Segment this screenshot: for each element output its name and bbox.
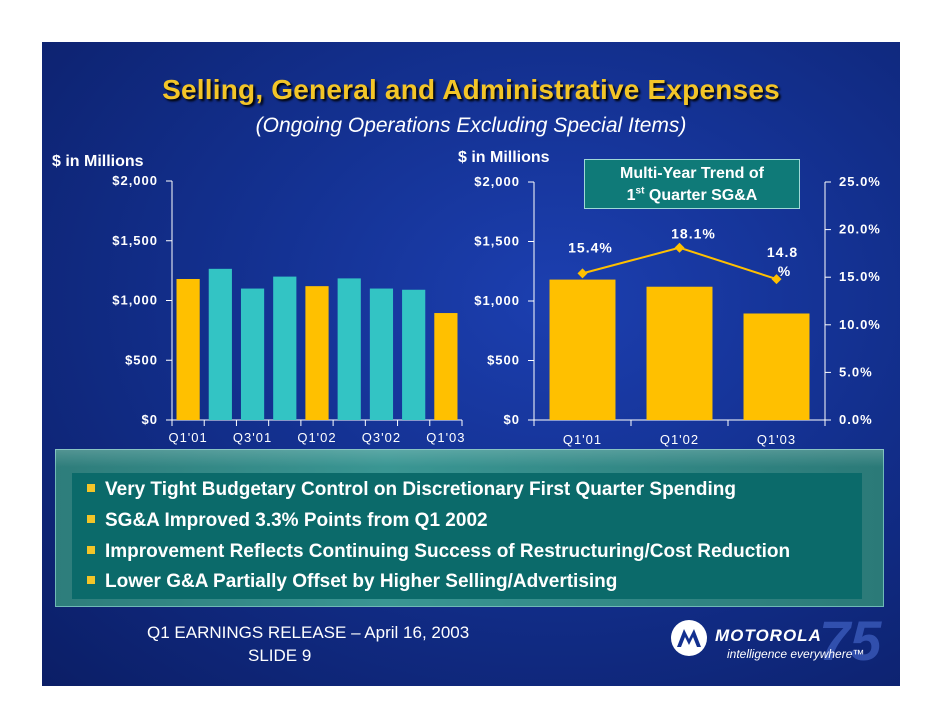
- chart2-data-label: 18.1%: [671, 226, 716, 242]
- chart1-units-label: $ in Millions: [52, 153, 144, 170]
- chart2-x-tick-label: Q1'03: [757, 432, 796, 447]
- motorola-batwing-icon: [671, 620, 707, 656]
- chart1-bar-Q1'01: [176, 278, 200, 420]
- motorola-logo: 75 MOTOROLA intelligence everywhere™: [667, 609, 887, 674]
- trend-title-box: Multi-Year Trend of 1st Quarter SG&A: [584, 159, 800, 209]
- chart1-x-tick-label: Q1'03: [426, 430, 465, 445]
- logo-wordmark: MOTOROLA: [715, 626, 822, 645]
- chart2-left-tick-label: $500: [487, 353, 520, 368]
- chart1-bar-Q2'01: [208, 268, 232, 420]
- chart2-right-tick-label: 15.0%: [839, 269, 881, 284]
- chart1-bar-Q2'02: [337, 278, 361, 420]
- chart1-bar-Q1'03: [434, 313, 458, 420]
- chart2-left-tick-label: $0: [504, 412, 520, 427]
- chart2-data-label-suffix: %: [778, 263, 791, 279]
- chart2-data-label: 14.8: [767, 244, 798, 260]
- chart2-units-label: $ in Millions: [458, 149, 550, 166]
- chart2-bar-Q1'03: [743, 313, 810, 420]
- chart2-left-tick-label: $1,500: [474, 234, 520, 249]
- bullet-item: Improvement Reflects Continuing Success …: [87, 541, 790, 563]
- chart2-right-tick-label: 5.0%: [839, 364, 873, 379]
- bullet-panel: Very Tight Budgetary Control on Discreti…: [55, 449, 884, 607]
- slide-title: Selling, General and Administrative Expe…: [162, 74, 780, 105]
- logo-tagline: intelligence everywhere™: [727, 647, 865, 661]
- chart2-line-point: [674, 242, 685, 253]
- chart2-left-tick-label: $2,000: [474, 174, 520, 189]
- chart1-bar-Q3'02: [369, 288, 394, 420]
- chart1-bar-Q3'01: [240, 288, 265, 420]
- q1-trend-bar-line-chart: $ in Millions $0 $500 $1,000 $1,500 $2,000 0…: [458, 149, 881, 447]
- bullet-item: SG&A Improved 3.3% Points from Q1 2002: [87, 510, 488, 532]
- chart1-y-tick-label: $1,000: [112, 293, 158, 308]
- chart2-left-tick-label: $1,000: [474, 293, 520, 308]
- chart1-bar-Q1'02: [305, 286, 329, 420]
- chart2-right-tick-label: 10.0%: [839, 317, 881, 332]
- chart1-bar-Q4'02: [402, 289, 426, 420]
- bullet-list: Very Tight Budgetary Control on Discreti…: [72, 473, 862, 599]
- chart2-right-tick-label: 25.0%: [839, 174, 881, 189]
- chart1-y-tick-label: $0: [142, 412, 158, 427]
- slide: Selling, General and Administrative Expe…: [42, 42, 900, 686]
- chart1-x-tick-label: Q3'02: [362, 430, 401, 445]
- chart1-y-tick-label: $1,500: [112, 233, 158, 248]
- chart2-bar-Q1'02: [646, 286, 713, 420]
- charts-area: $ in Millions $0 $500 $1,000 $1,500 $2,000 Q…: [52, 149, 881, 447]
- anniversary-75-mark: 75: [819, 609, 882, 672]
- chart1-x-tick-label: Q3'01: [233, 430, 272, 445]
- chart1-bar-Q4'01: [273, 276, 297, 420]
- footer-release-line: Q1 EARNINGS RELEASE – April 16, 2003: [147, 623, 470, 642]
- chart1-x-tick-label: Q1'02: [297, 430, 336, 445]
- chart1-y-tick-label: $2,000: [112, 173, 158, 188]
- chart2-bar-Q1'01: [549, 279, 616, 420]
- chart1-y-tick-label: $500: [125, 352, 158, 367]
- chart2-x-tick-label: Q1'02: [660, 432, 699, 447]
- bullet-item: Lower G&A Partially Offset by Higher Sel…: [87, 571, 617, 593]
- chart2-data-label: 15.4%: [568, 239, 613, 255]
- footer-slide-number: SLIDE 9: [248, 646, 312, 665]
- chart2-right-tick-label: 20.0%: [839, 222, 881, 237]
- trend-title-line2: 1st Quarter SG&A: [626, 185, 758, 204]
- chart2-line-point: [577, 268, 588, 279]
- chart2-x-tick-label: Q1'01: [563, 432, 602, 447]
- bullet-item: Very Tight Budgetary Control on Discreti…: [87, 479, 736, 501]
- chart2-right-tick-label: 0.0%: [839, 412, 873, 427]
- chart1-x-tick-label: Q1'01: [168, 430, 207, 445]
- quarterly-sga-bar-chart: $ in Millions $0 $500 $1,000 $1,500 $2,000 Q…: [52, 153, 465, 445]
- trend-title-line1: Multi-Year Trend of: [619, 165, 764, 182]
- chart2-line-point: [771, 274, 782, 285]
- slide-subtitle: (Ongoing Operations Excluding Special It…: [255, 114, 687, 137]
